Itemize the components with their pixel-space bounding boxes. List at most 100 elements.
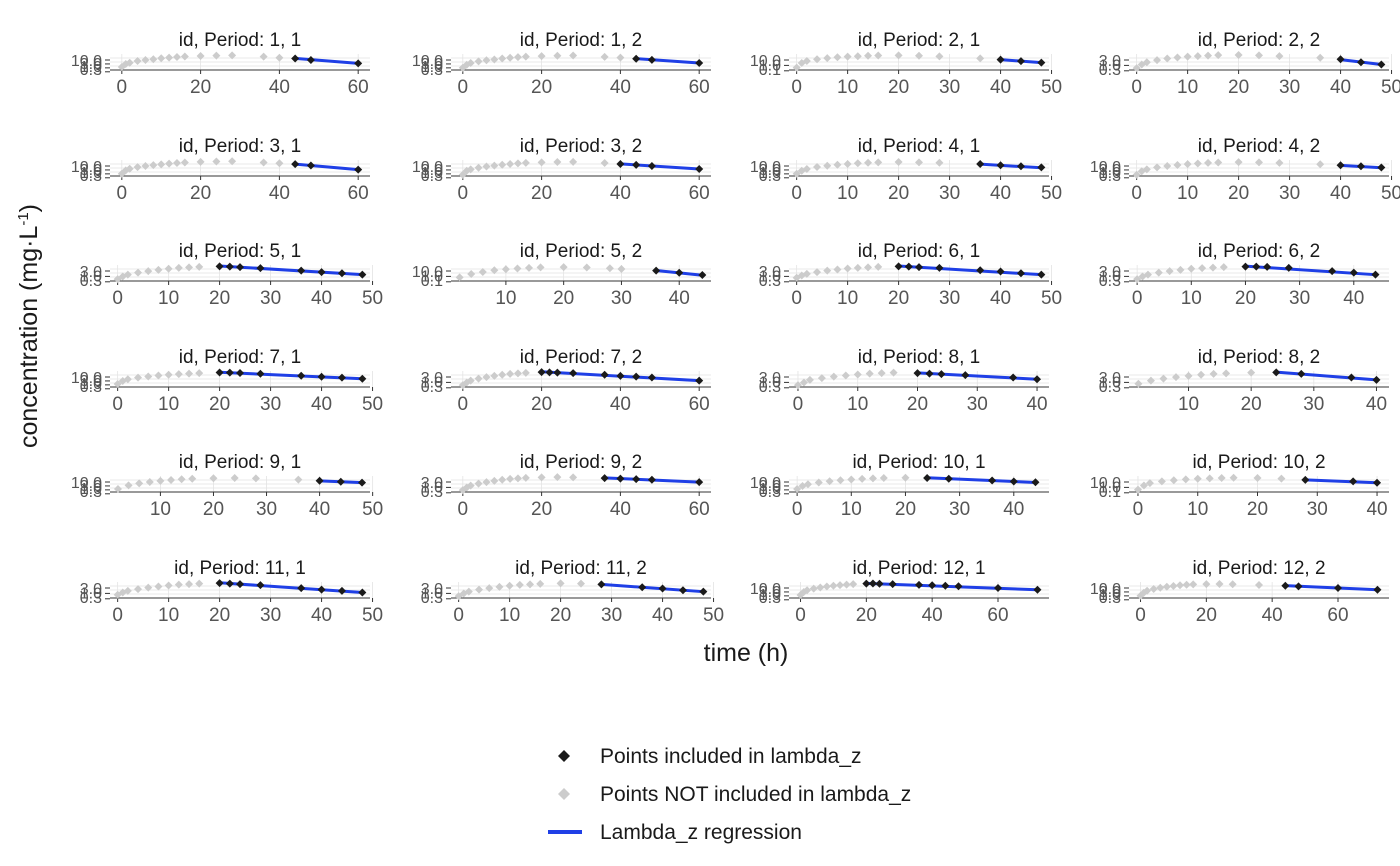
excluded-point [976,54,985,63]
excluded-point [1173,160,1182,169]
y-tick-label: 0.3 [1099,273,1121,290]
excluded-point [117,62,126,71]
x-tick-label: 20 [209,288,230,309]
y-tick-label: 0.3 [80,273,102,290]
excluded-point [605,264,614,273]
x-tick-label: 20 [888,288,909,309]
excluded-point [466,59,475,68]
included-point [315,476,324,485]
y-tick-label: 1.0 [1099,374,1121,391]
included-point [647,373,656,382]
y-tick-label: 0.3 [1099,379,1121,396]
included-point [1347,373,1356,382]
facet-title: id, Period: 12, 1 [852,558,985,579]
included-point [996,267,1005,276]
y-tick-label: 0.3 [421,168,443,185]
y-tick-label: 0.1 [759,62,781,79]
excluded-point [1183,160,1192,169]
excluded-point [174,370,183,379]
y-tick-label: 0.3 [421,62,443,79]
excluded-point [617,265,626,274]
excluded-point [474,479,483,488]
y-tick-label: 1.0 [759,587,781,604]
x-tick-label: 30 [1279,183,1300,204]
y-tick-label: 0.3 [1099,590,1121,607]
excluded-point [1143,270,1152,279]
excluded-point [1316,53,1325,62]
facet-panel: id, Period: 5, 1 3.01.00.3 0 10 20 30 40 50 [80,241,383,309]
excluded-point [1198,264,1207,273]
excluded-point [915,51,923,60]
y-tick-label: 1.0 [759,374,781,391]
excluded-point [556,579,565,588]
included-point [894,262,903,271]
y-tick-label: 0.3 [80,590,102,607]
y-tick-label: 10.0 [412,264,443,281]
x-tick-label: 20 [209,605,230,626]
y-tick-label: 0.1 [421,273,443,290]
excluded-point [874,262,883,271]
x-tick-label: 60 [987,605,1008,626]
excluded-point [833,265,842,274]
facet-panel: id, Period: 10, 1 10.03.01.00.3 0 10 20 30 40 [750,452,1049,520]
excluded-point [1149,584,1158,593]
excluded-point [865,369,874,378]
excluded-point [133,56,142,65]
x-tick-label: 20 [550,605,571,626]
facet-title: id, Period: 7, 2 [520,347,643,368]
x-tick-label: 30 [260,605,281,626]
included-point [1297,369,1306,378]
legend-label-excluded: Points NOT included in lambda_z [600,783,912,806]
facet-panel: id, Period: 2, 1 10.01.00.1 0 10 20 30 40 50 [750,30,1062,98]
excluded-point [842,580,851,589]
x-tick-label: 0 [1131,77,1142,98]
excluded-point [537,473,546,482]
excluded-point [134,585,143,594]
excluded-point [513,474,522,483]
excluded-point [577,579,585,588]
excluded-point [536,579,545,588]
facet-title: id, Period: 12, 2 [1192,558,1325,579]
facet-title: id, Period: 11, 2 [515,558,647,579]
included-point [616,371,625,380]
included-point [616,159,625,168]
y-tick-label: 1.0 [80,376,102,393]
x-tick-label: 10 [1181,288,1202,309]
excluded-point [124,481,133,490]
included-point [256,264,265,273]
excluded-point [1133,275,1142,284]
x-tick-label: 0 [458,394,469,415]
y-tick-label: 0.3 [759,379,781,396]
included-point [658,584,667,593]
excluded-point [156,476,165,485]
y-tick-label: 3.0 [759,370,781,387]
excluded-point [495,582,504,591]
excluded-point [154,371,163,380]
excluded-point [113,379,122,388]
excluded-point [525,263,533,272]
excluded-point [1139,481,1148,490]
excluded-point [185,263,194,272]
y-tick-label: 3.0 [421,581,443,598]
excluded-point [537,52,546,61]
excluded-point [1153,163,1162,172]
y-axis-title-dot: · [15,240,43,248]
excluded-point [1171,373,1180,382]
included-point [678,586,687,595]
x-tick-label: 10 [847,394,868,415]
excluded-point [174,580,183,589]
included-point [1284,263,1293,272]
excluded-point [149,55,158,64]
x-tick-label: 0 [117,183,128,204]
excluded-point [559,263,568,272]
excluded-point [1247,368,1256,377]
x-tick-label: 40 [1262,605,1283,626]
excluded-point [1205,474,1214,483]
facet-title: id, Period: 7, 1 [179,347,302,368]
excluded-point [164,370,173,379]
y-tick-label: 1.0 [421,268,443,285]
excluded-point [474,57,483,66]
x-tick-label: 10 [837,183,858,204]
x-tick-label: 40 [311,394,332,415]
excluded-point [1222,369,1231,378]
